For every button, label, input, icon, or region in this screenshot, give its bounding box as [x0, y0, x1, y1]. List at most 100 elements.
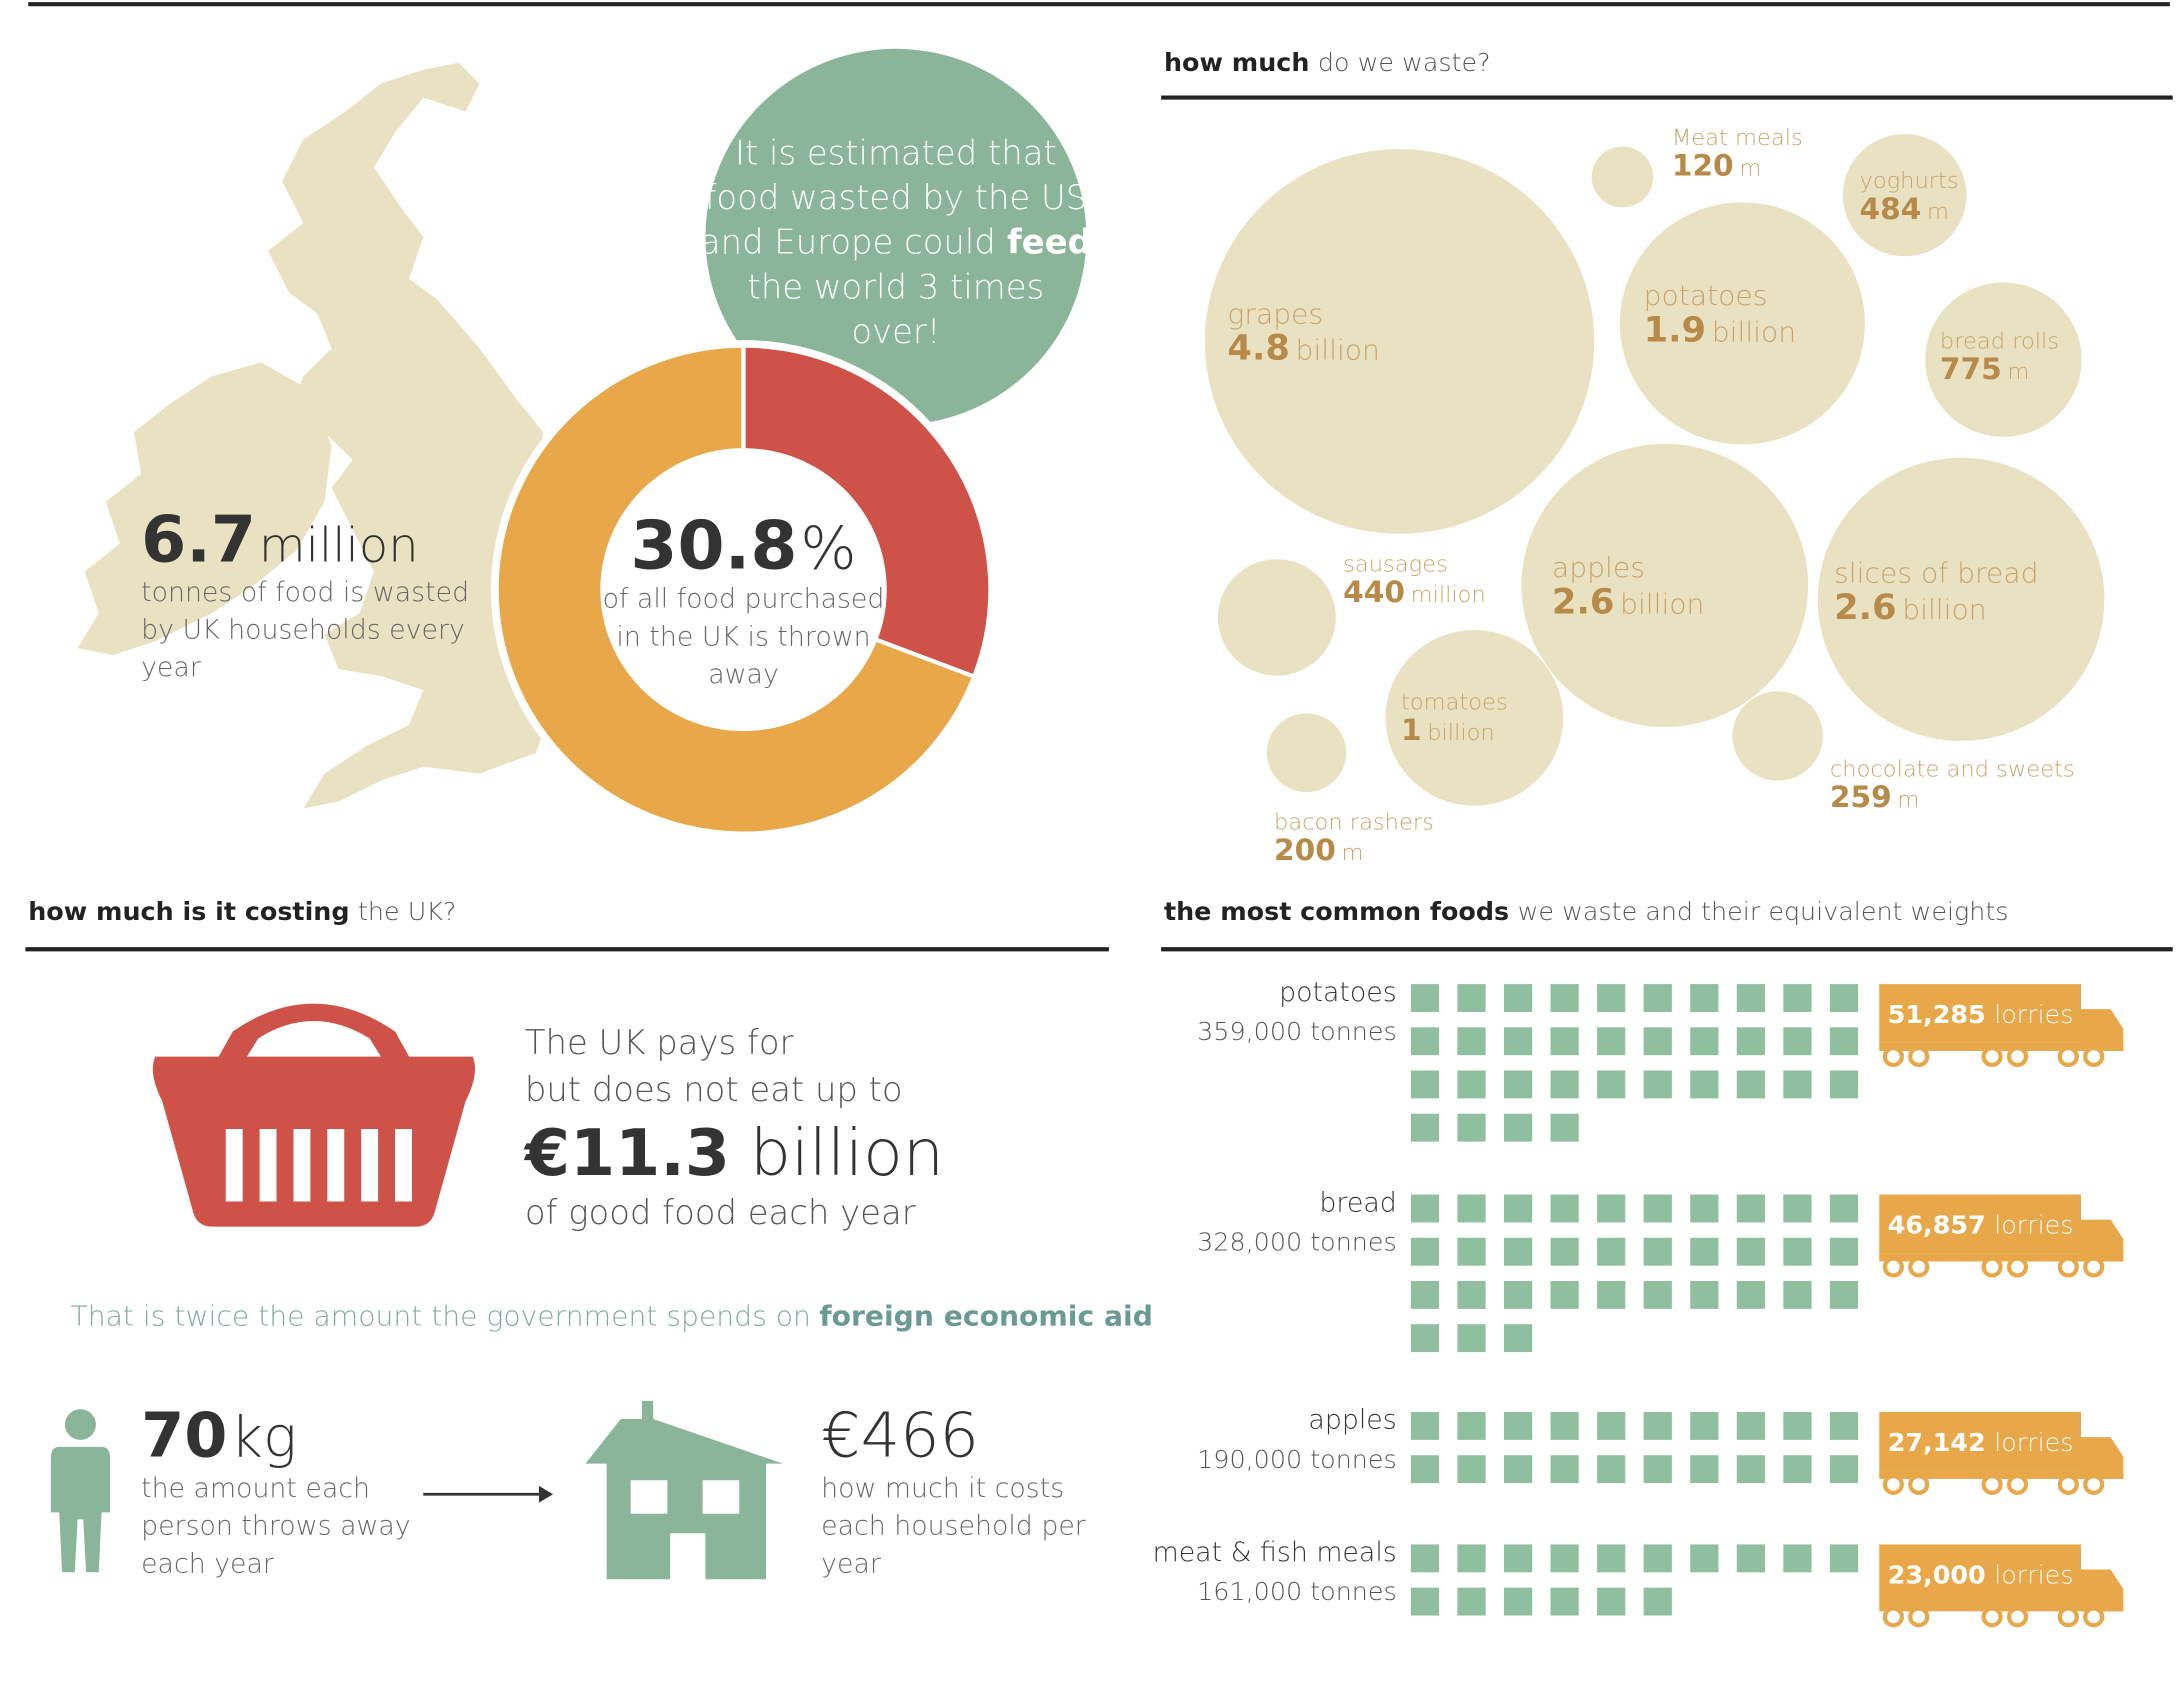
- bubble-value-part: m: [2007, 359, 2029, 385]
- food-name: meat & fish meals: [1153, 1537, 1397, 1568]
- food-square: [1457, 1113, 1486, 1142]
- section-title: how much do we waste?: [1164, 48, 1491, 77]
- lorry-wheel: [2006, 1474, 2029, 1495]
- food-square: [1503, 1027, 1533, 1056]
- person-line: person throws away: [141, 1511, 411, 1542]
- section-title-part: do we waste?: [1318, 48, 1491, 77]
- bubble-value-part: 4.8: [1227, 328, 1289, 369]
- lorry-wheel: [2057, 1046, 2079, 1068]
- food-square: [1736, 1412, 1765, 1440]
- waste-share-label: 30.8%: [630, 507, 856, 585]
- food-square: [1503, 984, 1533, 1012]
- food-square: [1736, 1070, 1765, 1099]
- food-square: [1736, 984, 1765, 1012]
- bubble: [1925, 282, 2082, 437]
- donut-share: [741, 343, 993, 680]
- donut: [490, 340, 997, 840]
- food-squares: [1410, 1412, 1859, 1484]
- person-line: each year: [141, 1548, 274, 1579]
- food-square: [1643, 1280, 1672, 1309]
- uk-tonnes-line: by UK households every: [141, 615, 465, 646]
- food-square: [1503, 1280, 1533, 1309]
- person-icon: [50, 1409, 111, 1573]
- food-square: [1503, 1113, 1533, 1142]
- lorry-wheel: [2083, 1606, 2105, 1628]
- food-square: [1550, 1455, 1579, 1484]
- cost-amount-part: billion: [750, 1116, 944, 1191]
- bubble-name: apples: [1552, 551, 1645, 584]
- lorry-body: [1879, 1412, 2082, 1471]
- house-icon: [585, 1400, 784, 1580]
- food-square: [1457, 1412, 1486, 1440]
- lorry-wheel: [1908, 1474, 1930, 1495]
- content: how much do we waste? how much is it costi…: [28, 48, 2124, 1628]
- lorry-label: 46,857 lorries: [1888, 1211, 2074, 1240]
- estimate-circle: [705, 48, 1087, 426]
- food-square: [1410, 1412, 1440, 1440]
- food-square: [1410, 1455, 1440, 1484]
- uk-map: [77, 62, 551, 809]
- lorry-wheel: [2057, 1474, 2079, 1495]
- food-square: [1690, 1237, 1719, 1266]
- lorry-wheel: [1981, 1256, 2003, 1278]
- lorry-cab: [2081, 1219, 2124, 1262]
- food-square: [1597, 1455, 1626, 1484]
- food-square: [1783, 1027, 1812, 1056]
- food-square: [1690, 1070, 1719, 1099]
- food-square: [1690, 1280, 1719, 1309]
- food-tonnes: 190,000 tonnes: [1197, 1445, 1397, 1474]
- food-square: [1597, 1070, 1626, 1099]
- bubble-value-part: 2.6: [1552, 582, 1614, 623]
- food-square: [1503, 1412, 1533, 1440]
- food-square: [1457, 1544, 1486, 1573]
- lorry-label-part: lorries: [1994, 1211, 2073, 1240]
- bubble-name: bacon rashers: [1274, 809, 1434, 835]
- lorry-wheel: [1882, 1474, 1904, 1495]
- food-name: bread: [1319, 1187, 1396, 1218]
- food-squares: [1410, 1544, 1859, 1616]
- food-square: [1643, 1070, 1672, 1099]
- waste-share-line: of all food purchased: [603, 584, 885, 615]
- lorry-label-part: lorries: [1994, 1000, 2073, 1029]
- food-square: [1550, 984, 1579, 1012]
- basket-icon: [152, 1003, 475, 1227]
- lorry-chassis: [1879, 1253, 2124, 1262]
- estimate-bold-line: over!: [851, 312, 940, 351]
- estimate-line: It is estimated that: [735, 134, 1057, 173]
- lorry-icon: [1879, 1194, 2124, 1278]
- donut-rest: [494, 343, 977, 836]
- uk-tonnes-line: tonnes of food is wasted: [141, 577, 469, 608]
- food-square: [1457, 984, 1486, 1012]
- section-title-part: how much: [1164, 48, 1309, 77]
- food-square: [1736, 1027, 1765, 1056]
- lorry-wheel: [2006, 1046, 2029, 1068]
- bubble-value-part: billion: [1296, 334, 1380, 367]
- bubble-value-part: 120: [1672, 149, 1734, 183]
- uk-tonnes-part: 6.7: [141, 503, 256, 578]
- food-square: [1597, 1280, 1626, 1309]
- bubble-name: tomatoes: [1401, 690, 1508, 716]
- food-square: [1503, 1070, 1533, 1099]
- person-head: [64, 1409, 96, 1440]
- bubble-value: 484 m: [1860, 192, 1949, 226]
- food-square: [1503, 1194, 1533, 1223]
- cost-line: but does not eat up to: [525, 1070, 903, 1109]
- food-square: [1690, 1194, 1719, 1223]
- bubble-value: 4.8 billion: [1227, 328, 1379, 369]
- lorry-wheel: [1882, 1046, 1904, 1068]
- bubble-name: slices of bread: [1834, 557, 2038, 590]
- bubble-value-part: billion: [1427, 720, 1494, 746]
- household-line: each household per: [821, 1511, 1086, 1542]
- food-tonnes: 359,000 tonnes: [1197, 1017, 1397, 1046]
- food-square: [1643, 1544, 1672, 1573]
- lorry-wheel: [2083, 1474, 2105, 1495]
- food-square: [1783, 1455, 1812, 1484]
- lorry-label-part: 23,000: [1888, 1561, 1986, 1590]
- lorry-icon: [1879, 1544, 2124, 1628]
- lorry-wheel: [1981, 1046, 2003, 1068]
- food-squares: [1410, 1194, 1859, 1353]
- bubble-value-part: 1: [1401, 713, 1422, 747]
- food-square: [1550, 1237, 1579, 1266]
- food-square: [1457, 1237, 1486, 1266]
- lorry-label-part: lorries: [1994, 1561, 2073, 1590]
